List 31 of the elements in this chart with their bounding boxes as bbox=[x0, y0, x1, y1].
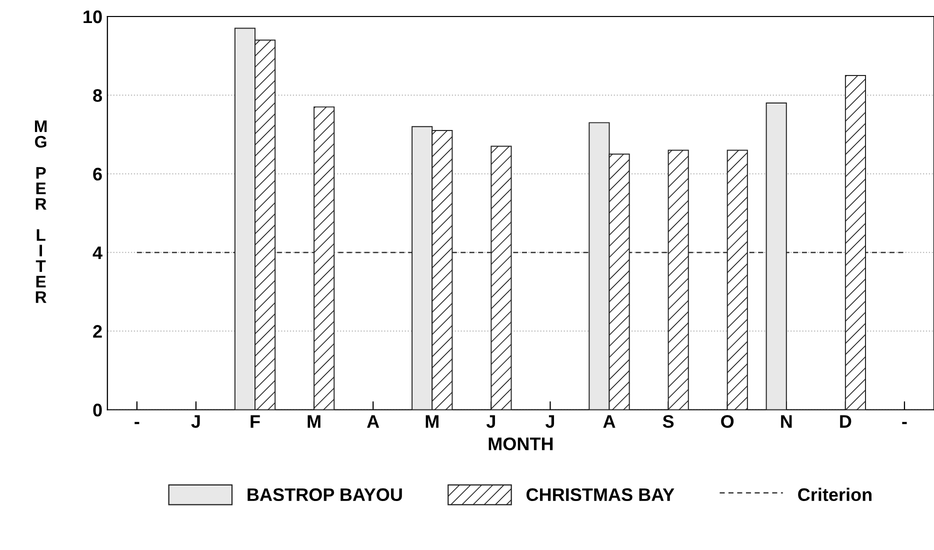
bar bbox=[490, 146, 512, 410]
x-tick-label: N bbox=[781, 415, 792, 428]
y-tick-label: 6 bbox=[93, 168, 102, 181]
x-tick-label: O bbox=[721, 415, 734, 428]
x-tick-label: F bbox=[250, 415, 260, 428]
y-tick-label: 0 bbox=[93, 404, 102, 416]
bar bbox=[314, 106, 335, 410]
x-tick-label: J bbox=[545, 415, 554, 428]
bar bbox=[726, 150, 748, 410]
text: MG PER LITER bbox=[34, 120, 47, 303]
legend-label: CHRISTMAS BAY bbox=[526, 488, 674, 502]
y-tick-label: 2 bbox=[93, 325, 102, 338]
bar bbox=[844, 75, 866, 410]
x-tick-label: A bbox=[603, 415, 616, 428]
y-tick-label: 10 bbox=[84, 10, 102, 24]
x-tick-label: A bbox=[367, 415, 380, 428]
x-tick-label: - bbox=[902, 422, 907, 424]
bar bbox=[668, 150, 689, 410]
x-tick-label: M bbox=[426, 415, 438, 428]
legend-label: Criterion bbox=[798, 488, 872, 502]
x-tick-label: M bbox=[308, 415, 320, 428]
bar bbox=[766, 102, 787, 410]
x-axis-title: MONTH bbox=[488, 437, 553, 450]
legend-label: BASTROP BAYOU bbox=[248, 488, 402, 502]
y-tick-label: 4 bbox=[92, 246, 102, 259]
x-tick-label: D bbox=[840, 415, 852, 428]
y-tick-label: 8 bbox=[93, 89, 102, 102]
x-tick-label: J bbox=[486, 415, 495, 428]
x-tick-label: - bbox=[134, 422, 140, 424]
x-tick-label: S bbox=[662, 415, 674, 428]
x-tick-label: J bbox=[191, 415, 200, 428]
